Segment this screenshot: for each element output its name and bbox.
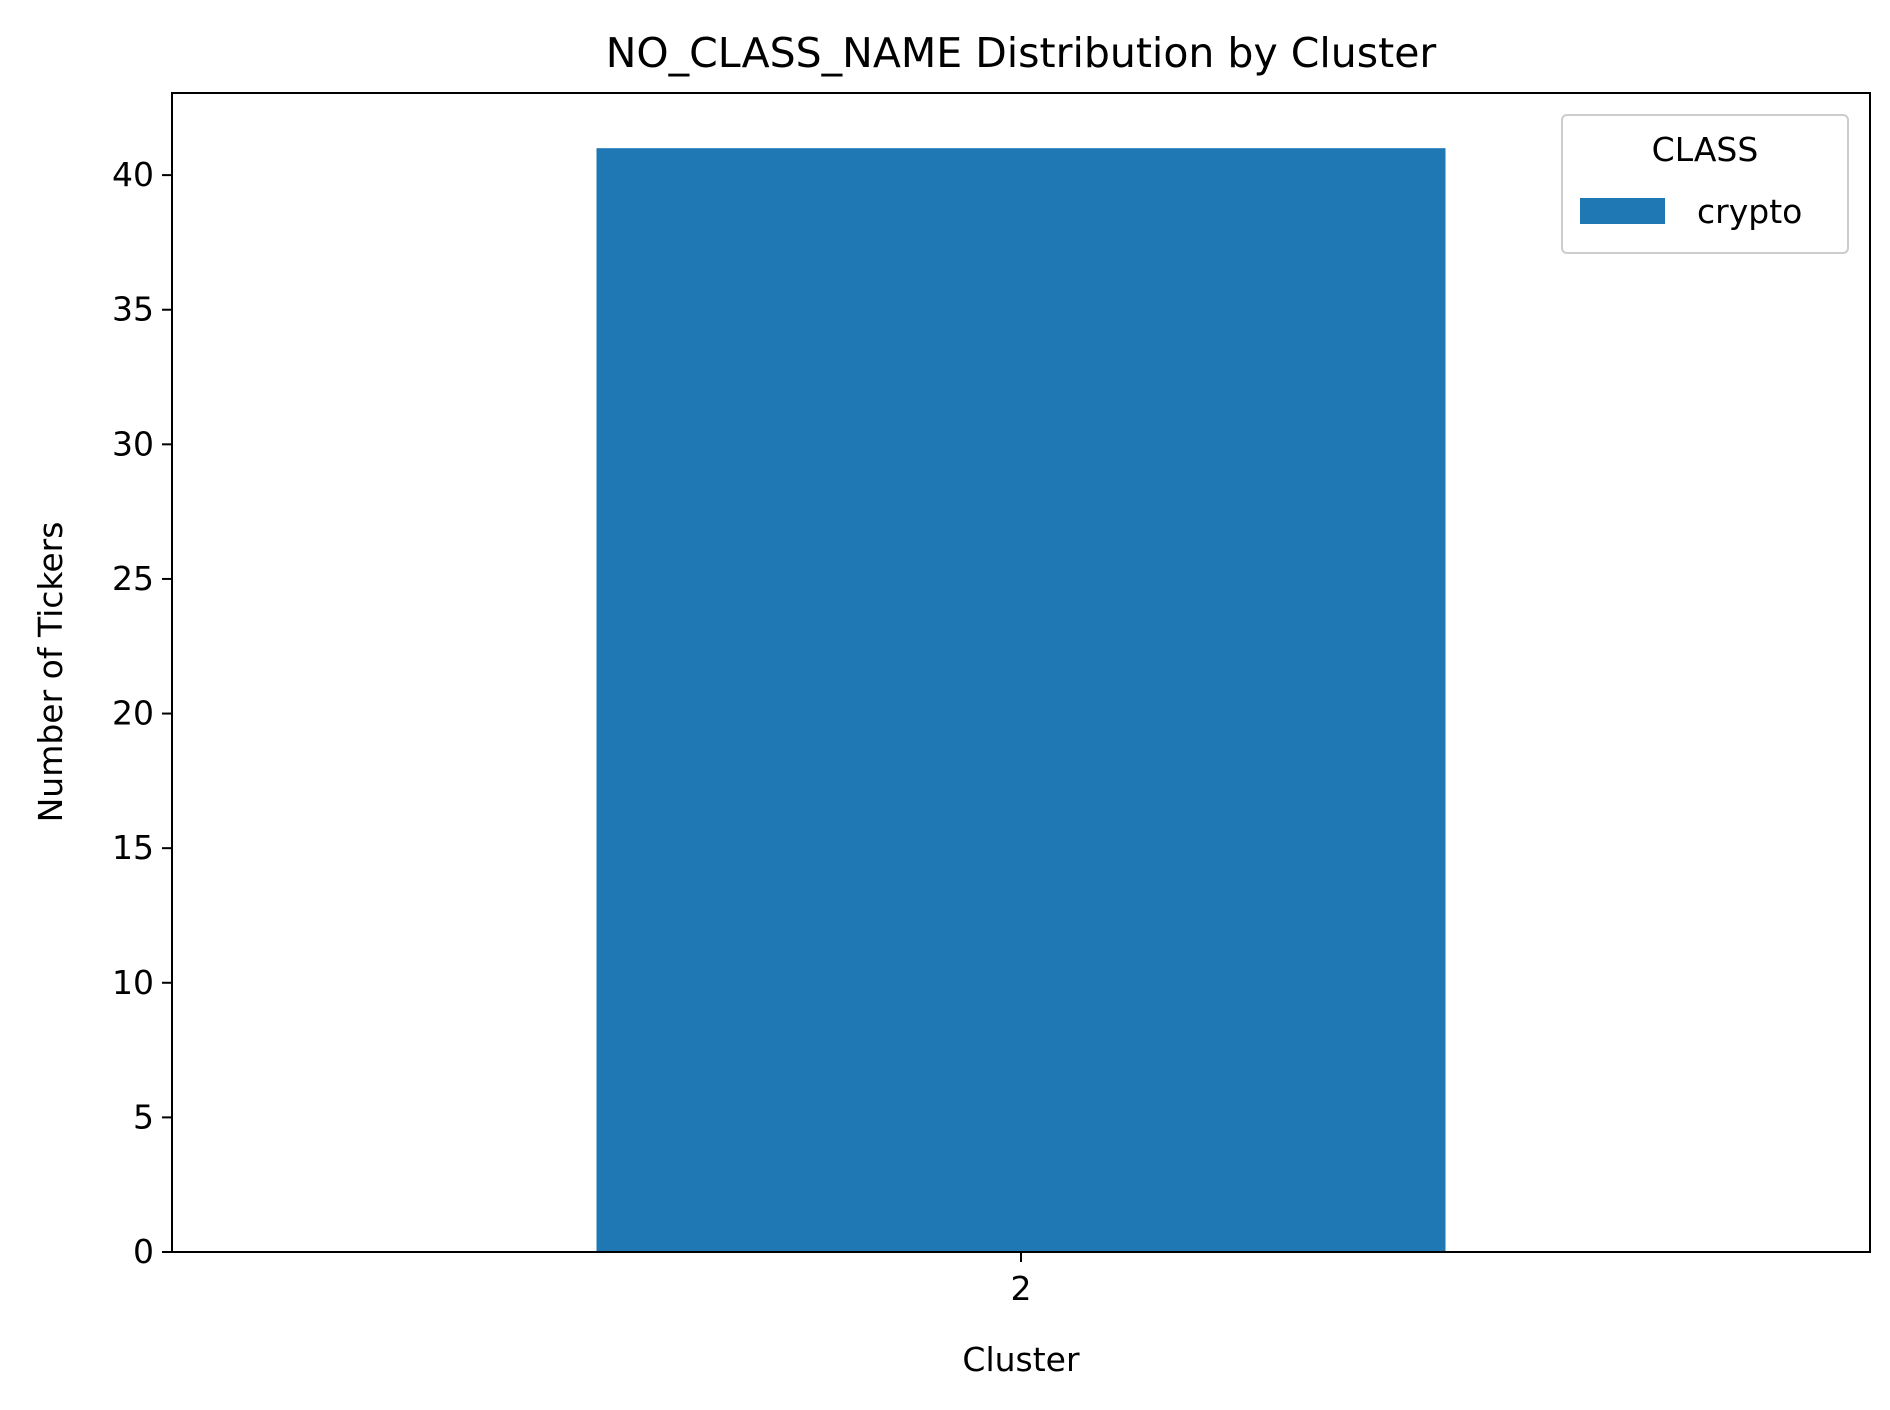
y-tick-label: 25: [112, 559, 154, 598]
x-axis-label: Cluster: [962, 1340, 1080, 1379]
legend-swatch-crypto: [1580, 198, 1665, 224]
y-tick-label: 15: [112, 828, 154, 867]
y-tick-label: 5: [133, 1097, 154, 1136]
y-tick-label: 20: [112, 694, 154, 733]
x-tick-label: 2: [1011, 1269, 1032, 1308]
legend-label-crypto: crypto: [1697, 192, 1802, 231]
y-tick-label: 10: [112, 963, 154, 1002]
plot-area: 0 5 10 15 20 25 30 35 40 2: [112, 148, 1446, 1308]
legend-title: CLASS: [1652, 130, 1759, 169]
plot-frame: [171, 92, 1871, 1253]
y-tick-label: 35: [112, 290, 154, 329]
y-axis-label: Number of Tickers: [31, 522, 70, 823]
y-tick-label: 0: [133, 1232, 154, 1271]
bar-crypto-2: [596, 148, 1446, 1253]
y-tick-label: 30: [112, 424, 154, 463]
chart-title: NO_CLASS_NAME Distribution by Cluster: [606, 29, 1437, 77]
y-tick-label: 40: [112, 155, 154, 194]
legend: CLASS crypto: [1561, 114, 1849, 254]
